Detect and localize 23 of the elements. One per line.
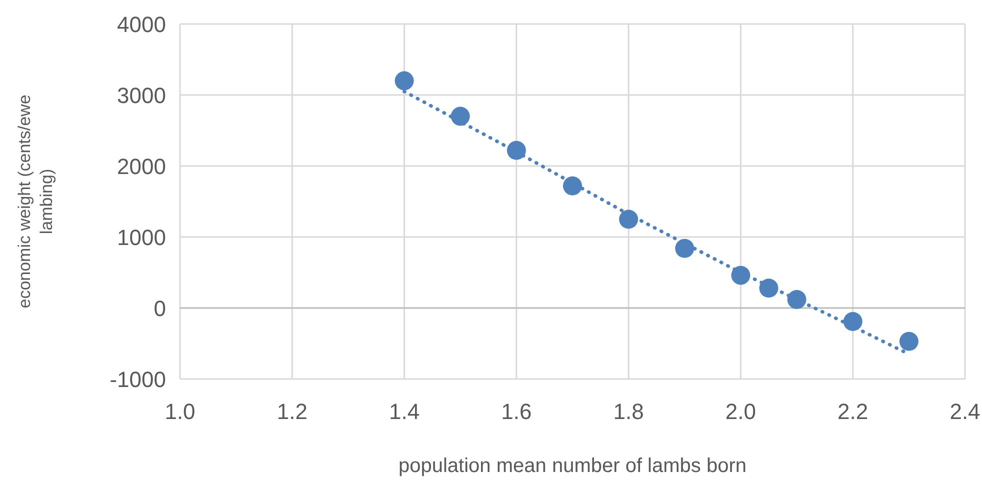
point (843, 312, 862, 331)
y-tick-label: 0 (154, 296, 166, 321)
point (563, 176, 582, 196)
x-tick-label: 1.6 (501, 399, 532, 424)
x-tick-label: 1.2 (276, 399, 308, 424)
x-tick-label: 2.4 (950, 399, 980, 424)
y-tick-label: 3000 (117, 83, 166, 108)
point (450, 106, 470, 126)
y-tick-label: 2000 (117, 154, 166, 179)
x-tick-label: 2.0 (725, 399, 756, 424)
y-tick-label: 1000 (117, 225, 166, 250)
x-tick-label: 1.4 (388, 399, 420, 424)
point (675, 238, 694, 258)
x-tick-label: 1.8 (613, 399, 644, 424)
x-axis-title: population mean number of lambs born (398, 455, 746, 477)
point (899, 332, 918, 351)
point (394, 71, 414, 90)
x-tick-label: 1.0 (164, 399, 196, 424)
point (619, 210, 638, 229)
y-tick-label: -1000 (110, 367, 166, 392)
y-tick-label: 4000 (117, 12, 166, 37)
y-axis-title: economic weight (cents/ewe lambing) (15, 94, 56, 308)
x-tick-label: 2.2 (838, 399, 868, 424)
